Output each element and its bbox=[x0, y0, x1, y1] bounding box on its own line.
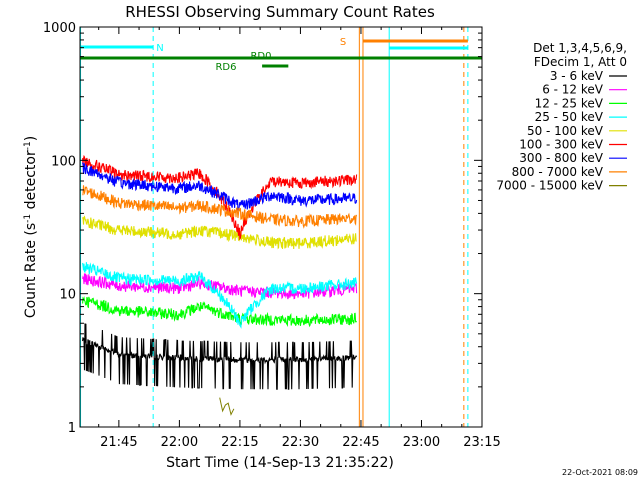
series-group bbox=[82, 154, 358, 416]
legend-label: 3 - 6 keV bbox=[550, 69, 604, 83]
x-tick-label: 22:30 bbox=[282, 435, 319, 450]
series-line bbox=[82, 262, 358, 329]
y-axis: 1 10 100 1000 bbox=[43, 21, 482, 436]
x-axis: 21:45 22:00 22:15 22:30 22:45 23:00 23:15 bbox=[98, 27, 501, 450]
mode-annotation: N bbox=[156, 43, 163, 54]
x-tick-label: 22:00 bbox=[161, 435, 198, 450]
legend-label: 800 - 7000 keV bbox=[512, 165, 604, 179]
series-line bbox=[82, 296, 358, 328]
y-axis-label-superscript: -1 bbox=[23, 141, 33, 150]
chart-title: RHESSI Observing Summary Count Rates bbox=[125, 3, 435, 21]
x-axis-label: Start Time (14-Sep-13 21:35:22) bbox=[166, 455, 394, 471]
legend-label: 50 - 100 keV bbox=[527, 124, 604, 138]
mode-annotation: RD0 bbox=[250, 51, 271, 62]
legend: Det 1,3,4,5,6,9, FDecim 1, Att 0 3 - 6 k… bbox=[496, 41, 627, 193]
y-tick-label: 100 bbox=[51, 154, 76, 169]
mode-annotation: RD6 bbox=[215, 62, 236, 73]
timestamp: 22-Oct-2021 08:09 bbox=[562, 468, 638, 477]
series-line bbox=[82, 215, 357, 250]
y-axis-label-part: detector bbox=[23, 150, 39, 214]
x-tick-label: 22:45 bbox=[342, 435, 379, 450]
legend-label: 12 - 25 keV bbox=[535, 96, 604, 110]
y-axis-label-part: Count Rate (s bbox=[23, 223, 39, 318]
y-axis-label-superscript: -1 bbox=[23, 214, 33, 223]
x-tick-label: 23:00 bbox=[403, 435, 440, 450]
legend-label: 100 - 300 keV bbox=[519, 138, 603, 152]
x-tick-label: 23:15 bbox=[463, 435, 500, 450]
legend-label: 7000 - 15000 keV bbox=[496, 179, 603, 193]
y-axis-label-part: ) bbox=[23, 136, 39, 141]
legend-header-line1: Det 1,3,4,5,6,9, bbox=[533, 41, 627, 55]
x-tick-label: 22:15 bbox=[221, 435, 258, 450]
markers-group: N S RD0 RD6 bbox=[80, 27, 482, 427]
legend-label: 6 - 12 keV bbox=[542, 83, 604, 97]
legend-label: 25 - 50 keV bbox=[535, 110, 604, 124]
series-line bbox=[82, 154, 358, 241]
y-tick-label: 1 bbox=[68, 421, 76, 436]
legend-header-line2: FDecim 1, Att 0 bbox=[534, 55, 627, 69]
y-tick-label: 10 bbox=[59, 288, 76, 303]
mode-annotation: S bbox=[340, 37, 346, 48]
series-line bbox=[82, 162, 358, 211]
series-line bbox=[82, 185, 358, 229]
plot-frame bbox=[79, 26, 483, 428]
series-line bbox=[219, 397, 235, 416]
y-axis-label: Count Rate (s-1 detector-1) bbox=[23, 136, 39, 318]
legend-label: 300 - 800 keV bbox=[519, 151, 603, 165]
plot-area: N S RD0 RD6 bbox=[79, 26, 483, 428]
series-line bbox=[82, 323, 358, 390]
y-tick-label: 1000 bbox=[43, 21, 76, 36]
x-tick-label: 21:45 bbox=[100, 435, 137, 450]
